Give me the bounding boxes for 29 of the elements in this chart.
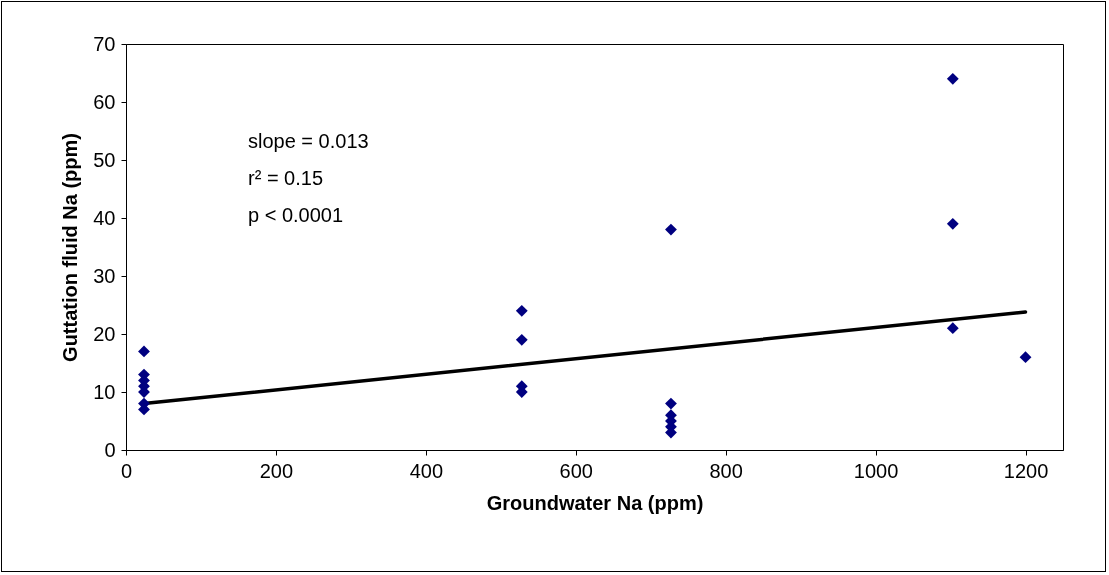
point	[515, 333, 528, 346]
point	[665, 397, 677, 410]
y-tick-label: 20	[93, 322, 116, 345]
y-tick-label: 10	[93, 380, 116, 403]
y-tick-label: 0	[104, 438, 116, 461]
annotation: slope = 0.013	[248, 130, 369, 152]
x-tick-label: 400	[409, 459, 444, 482]
annotation: r² = 0.15	[248, 167, 324, 189]
y-axis-title: Guttation fluid Na (ppm)	[59, 133, 82, 362]
x-tick-label: 800	[709, 459, 743, 482]
x-tick-label: 200	[259, 459, 294, 482]
y-tick-label: 60	[93, 90, 116, 113]
y-tick-label: 30	[93, 264, 116, 287]
point	[138, 345, 150, 358]
y-tick-label: 70	[93, 32, 116, 55]
point	[1019, 351, 1032, 364]
point	[665, 223, 677, 236]
point	[515, 304, 528, 317]
x-tick-label: 0	[120, 459, 133, 482]
y-tick-label: 50	[93, 148, 116, 171]
x-tick-label: 600	[559, 459, 593, 482]
y-tick-label: 40	[93, 206, 116, 229]
annotation: p < 0.0001	[248, 204, 344, 226]
x-axis-title: Groundwater Na (ppm)	[486, 491, 704, 514]
x-tick-label: 1200	[1003, 459, 1049, 482]
point	[946, 217, 959, 230]
x-tick-label: 1000	[853, 459, 899, 482]
point	[946, 72, 959, 85]
point	[946, 322, 959, 335]
